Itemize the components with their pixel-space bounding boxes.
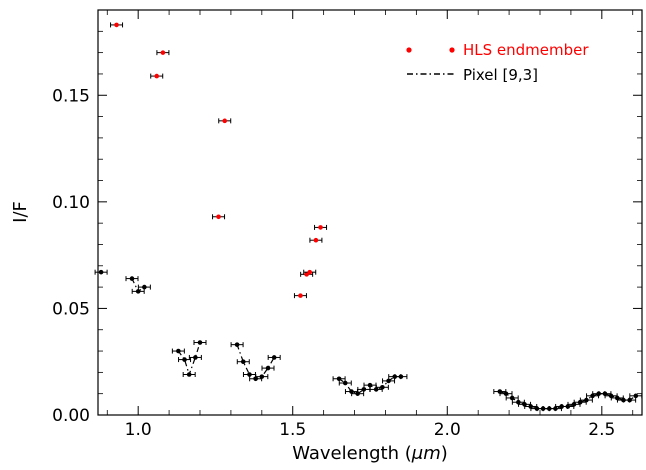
pixel-point (386, 378, 391, 384)
pixel-point (367, 382, 373, 388)
y-tick-label: 0.00 (52, 406, 90, 426)
pixel-point (627, 397, 632, 403)
hls-point (298, 293, 303, 298)
plot-frame (97, 9, 643, 416)
y-ticks: 0.00 0.05 0.10 0.15 (52, 30, 642, 426)
pixel-point (503, 391, 509, 396)
y-axis-title: I/F (10, 201, 31, 223)
pixel-point (361, 387, 367, 392)
pixel-point (240, 359, 246, 365)
pixel-point (271, 355, 277, 360)
x-axis-title: Wavelength (μm) (292, 443, 448, 464)
series-layer (94, 22, 643, 412)
hls-point (307, 269, 313, 275)
legend-label-hls: HLS endmember (463, 41, 589, 59)
pixel-point (633, 393, 639, 399)
hls-point (154, 73, 160, 79)
pixel-point (176, 348, 181, 354)
pixel-point (398, 374, 404, 379)
series-pixel (94, 269, 643, 412)
hls-point (318, 225, 323, 230)
pixel-point (265, 365, 271, 371)
y-tick-label: 0.15 (52, 86, 90, 106)
pixel-point (584, 397, 589, 403)
hls-point (160, 50, 166, 55)
y-tick-label: 0.05 (52, 299, 90, 319)
x-tick-label: 1.5 (279, 420, 306, 440)
legend-marker-hls-left (406, 47, 412, 53)
pixel-point (336, 376, 342, 382)
pixel-point (186, 372, 192, 377)
pixel-point (234, 342, 240, 347)
x-tick-label: 1.0 (125, 420, 152, 440)
series-hls-endmember (110, 22, 328, 299)
pixel-point (342, 380, 348, 386)
pixel-point (509, 395, 515, 401)
legend-label-pixel: Pixel [9,3] (463, 66, 538, 84)
pixel-point (98, 269, 104, 275)
hls-point (216, 214, 221, 220)
pixel-point (142, 284, 147, 290)
pixel-point (380, 384, 385, 390)
pixel-point (355, 391, 360, 396)
x-tick-label: 2.5 (588, 420, 615, 440)
legend-marker-hls-right (449, 47, 455, 53)
pixel-point (193, 355, 198, 360)
x-tick-label: 2.0 (434, 420, 461, 440)
pixel-point (129, 276, 135, 281)
pixel-point (247, 372, 252, 377)
pixel-point (182, 357, 187, 362)
x-ticks: 1.0 1.5 2.0 2.5 (106, 10, 634, 440)
legend: HLS endmember Pixel [9,3] (406, 41, 589, 84)
pixel-point (259, 374, 265, 379)
pixel-point (197, 340, 203, 345)
pixel-point (135, 289, 141, 294)
hls-point (222, 118, 228, 124)
y-tick-label: 0.10 (52, 193, 90, 213)
hls-point (313, 237, 319, 243)
hls-point (114, 22, 119, 28)
